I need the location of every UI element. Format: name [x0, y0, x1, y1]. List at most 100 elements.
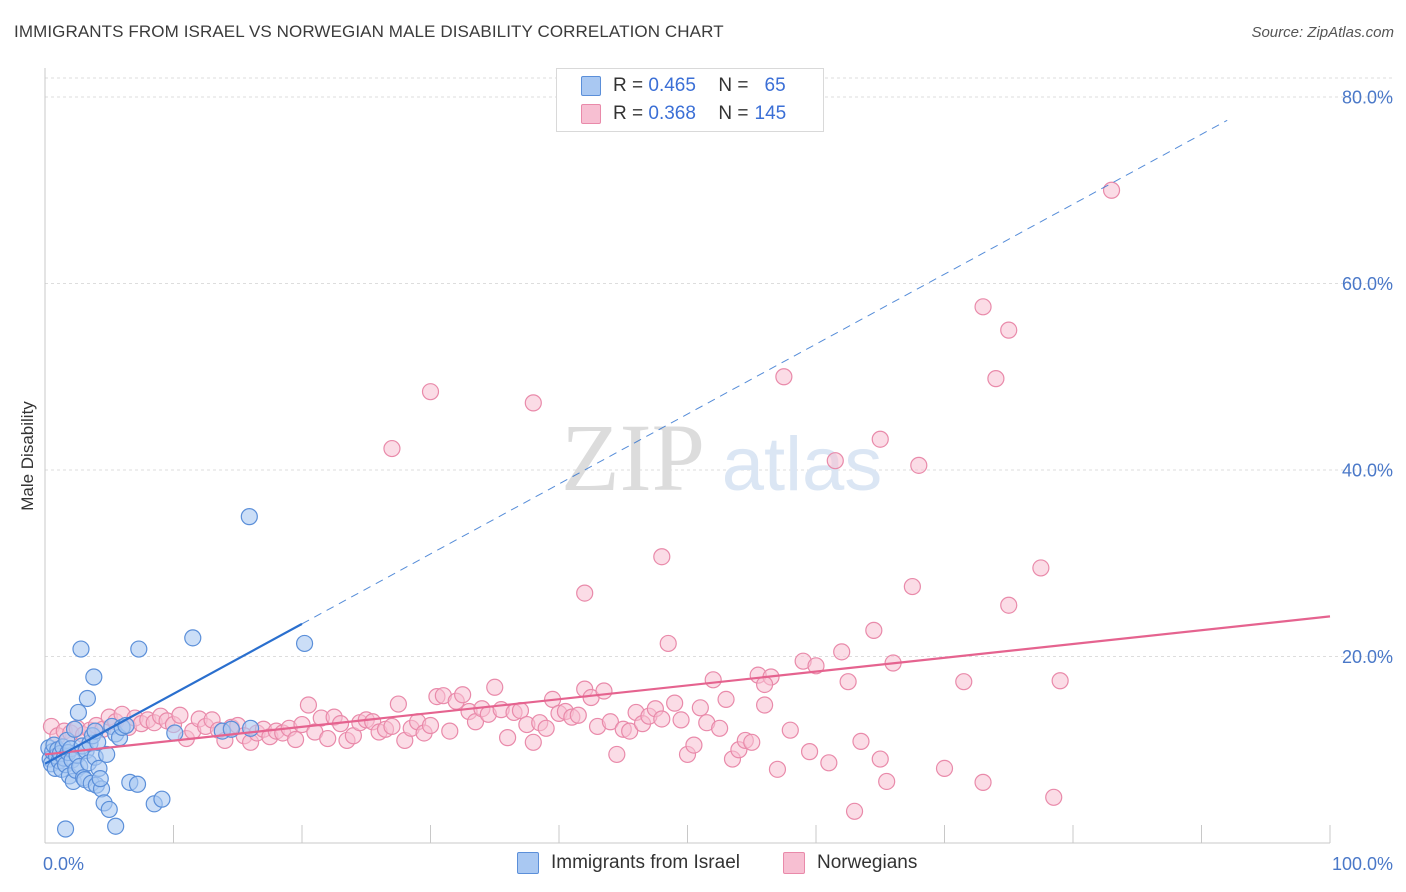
legend-r-label: R = — [613, 75, 644, 96]
legend-swatch-israel — [581, 76, 601, 96]
norwegians-point — [421, 383, 440, 401]
norwegians-point — [717, 690, 735, 708]
norwegians-point — [608, 745, 626, 764]
norwegians-point — [711, 719, 729, 737]
norwegians-point — [955, 673, 973, 691]
norwegians-point — [1045, 788, 1063, 806]
legend-r-label: R = — [613, 103, 644, 124]
norwegians-point — [852, 732, 870, 750]
norwegians-point — [704, 671, 722, 689]
norwegians-point — [839, 673, 857, 691]
norwegians-point — [800, 743, 819, 761]
legend-n-value: 65 — [764, 75, 786, 96]
legend-row-norwegians: R = 0.368 N = 145 — [581, 103, 786, 125]
israel-point — [72, 640, 90, 658]
norwegians-point — [286, 730, 305, 749]
norwegians-point — [820, 754, 838, 772]
norwegians-point — [691, 699, 709, 717]
legend-row-israel: R = 0.465 N = 65 — [581, 75, 786, 97]
israel-point — [153, 790, 171, 808]
norwegians-point — [903, 577, 921, 596]
norwegians-point — [1102, 181, 1121, 199]
legend-n-value: 145 — [754, 103, 787, 124]
norwegians-point — [781, 721, 799, 739]
watermark-atlas: atlas — [722, 422, 883, 507]
norwegians-point — [601, 713, 620, 731]
norwegians-point — [383, 439, 401, 458]
bottom-legend-swatch-norwegians — [783, 852, 805, 874]
israel-point — [91, 770, 109, 788]
norwegians-point — [1032, 559, 1050, 577]
norwegians-point — [293, 715, 311, 734]
israel-trend-line — [44, 622, 303, 765]
norwegians-point — [621, 722, 639, 740]
watermark-zip: ZIP — [561, 404, 705, 511]
norwegians-point — [659, 634, 677, 653]
norwegians-point — [878, 772, 896, 791]
correlation-legend: R = 0.465 N = 65 R = 0.368 N = 145 — [556, 68, 824, 132]
gridlines — [45, 77, 1392, 657]
norwegians-point — [524, 394, 542, 412]
israel-points — [40, 508, 314, 838]
norwegians-point — [910, 456, 928, 474]
norwegians-point — [441, 722, 459, 740]
norwegians-point — [845, 802, 864, 820]
norwegians-point — [454, 686, 472, 704]
norwegians-point — [865, 621, 883, 639]
norwegians-point — [871, 750, 889, 768]
y-tick-label: 40.0% — [1342, 461, 1393, 481]
norwegians-point — [1000, 321, 1018, 339]
norwegians-point — [768, 760, 787, 778]
y-tick-label: 80.0% — [1342, 88, 1393, 108]
norwegians-point — [974, 773, 992, 791]
norwegians-point — [826, 452, 844, 470]
israel-point — [78, 689, 97, 708]
norwegians-point — [499, 729, 517, 747]
israel-point — [295, 634, 314, 653]
norwegians-point — [807, 657, 825, 675]
norwegians-point — [569, 706, 587, 724]
norwegians-point — [743, 733, 761, 751]
trend-lines — [44, 119, 1331, 765]
norwegians-point — [1051, 672, 1069, 690]
legend-n-label: N = — [718, 103, 749, 124]
source-credit: Source: ZipAtlas.com — [1251, 24, 1394, 41]
norwegians-point — [755, 675, 774, 694]
norwegians-point — [871, 430, 889, 448]
legend-r-value: 0.368 — [648, 103, 696, 124]
israel-point — [240, 508, 258, 526]
israel-point — [65, 720, 84, 738]
israel-point — [166, 724, 184, 742]
israel-trend-extension — [301, 119, 1228, 625]
norwegians-point — [576, 584, 594, 602]
bottom-legend-label-israel: Immigrants from Israel — [551, 852, 740, 873]
norwegians-point — [653, 548, 671, 566]
norwegians-point — [171, 706, 189, 724]
legend-n-label: N = — [718, 75, 749, 96]
israel-point — [100, 800, 118, 819]
israel-point — [85, 668, 103, 686]
norwegians-point — [383, 717, 401, 736]
israel-point — [56, 820, 75, 838]
chart-title: IMMIGRANTS FROM ISRAEL VS NORWEGIAN MALE… — [14, 22, 724, 41]
bottom-legend-label-norwegians: Norwegians — [817, 852, 918, 873]
norwegians-point — [486, 678, 504, 696]
norwegians-point — [319, 729, 337, 748]
tick-labels: 20.0% 40.0% 60.0% 80.0% 0.0% 100.0% — [43, 88, 1393, 875]
norwegians-point — [775, 368, 793, 386]
bottom-legend-israel: Immigrants from Israel — [517, 852, 740, 874]
norwegians-point — [833, 643, 851, 661]
norwegians-point — [672, 711, 690, 729]
israel-point — [128, 775, 147, 793]
x-tick-label: 100.0% — [1332, 854, 1393, 874]
axes — [44, 68, 1331, 844]
norwegians-point — [389, 695, 407, 713]
israel-point — [98, 745, 116, 764]
israel-point — [184, 629, 202, 647]
x-tick-label: 0.0% — [43, 854, 84, 874]
norwegians-point — [935, 759, 954, 778]
norwegians-point — [595, 682, 613, 700]
legend-swatch-norwegians — [581, 104, 601, 124]
norwegians-point — [299, 696, 318, 714]
